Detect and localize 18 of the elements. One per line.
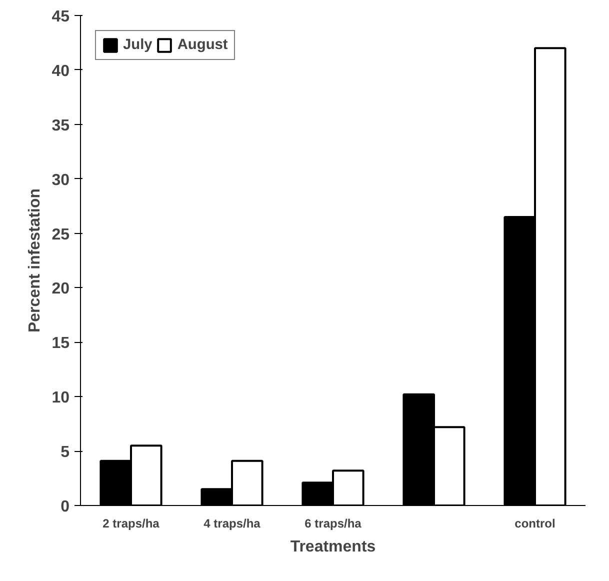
- x-tick-label: 2 traps/ha: [102, 516, 160, 530]
- y-tick-label: 40: [52, 62, 70, 80]
- x-tick-label: 6 traps/ha: [304, 516, 362, 530]
- x-tick-label: control: [514, 516, 556, 530]
- y-tick-label: 25: [52, 226, 70, 244]
- y-tick-label: 15: [52, 335, 70, 352]
- y-tick-label: 45: [52, 8, 70, 26]
- y-tick-label: 35: [52, 117, 70, 134]
- x-tick-label: 4 traps/ha: [204, 516, 261, 530]
- y-tick-label: 0: [60, 498, 70, 516]
- legend-label: August: [177, 37, 228, 53]
- y-tick-label: 20: [52, 280, 70, 298]
- y-tick-label: 5: [60, 444, 70, 462]
- y-axis-title: Percent infestation: [26, 188, 44, 333]
- y-tick-label: 30: [52, 172, 70, 189]
- y-tick-label: 10: [52, 390, 70, 407]
- x-axis-title: Treatments: [290, 538, 376, 556]
- legend-label: July: [123, 37, 152, 53]
